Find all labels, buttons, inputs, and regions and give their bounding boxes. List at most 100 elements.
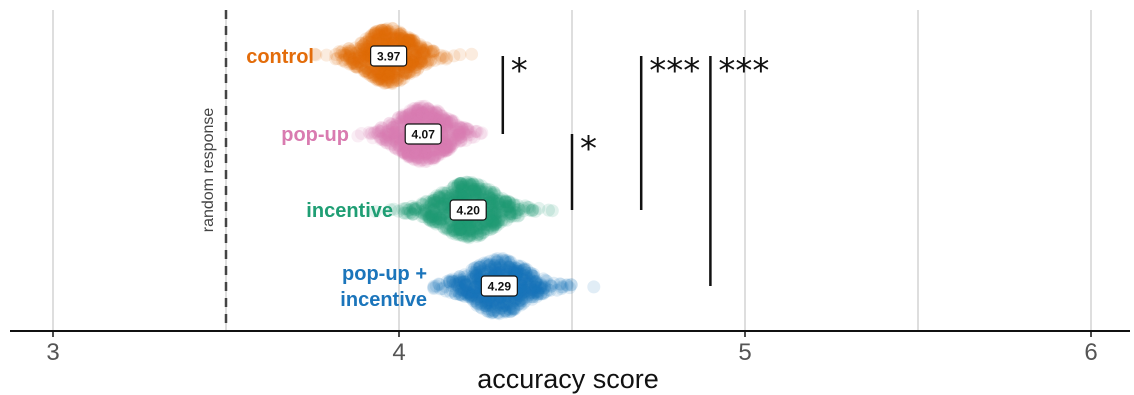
swarm-point <box>413 100 427 114</box>
swarm-point <box>398 66 412 80</box>
swarm-point <box>415 54 429 68</box>
swarm-point <box>431 104 445 118</box>
swarm-point <box>417 141 431 155</box>
swarm-point <box>409 109 423 123</box>
swarm-point <box>401 150 415 164</box>
swarm-point <box>381 65 395 79</box>
swarm-point <box>451 125 465 139</box>
swarm-point <box>420 42 434 56</box>
swarm-point <box>348 59 362 73</box>
swarm-point <box>406 57 420 70</box>
swarm-point <box>412 112 426 125</box>
swarm-point <box>421 142 435 156</box>
swarm-point <box>416 47 430 60</box>
significance-brackets: ***** *** <box>501 51 769 286</box>
swarm-point <box>372 72 386 86</box>
swarm-point <box>405 143 419 157</box>
swarm-point <box>446 127 460 140</box>
swarm-point <box>443 126 457 140</box>
swarm-point <box>400 144 414 158</box>
swarm-point <box>391 33 405 47</box>
swarm-point <box>343 51 357 65</box>
swarm-point <box>383 134 397 148</box>
swarm-point <box>426 46 440 60</box>
swarm-point <box>399 64 413 78</box>
swarm-point <box>434 48 448 62</box>
swarm-point <box>402 108 416 122</box>
swarm-point <box>344 43 357 57</box>
swarm-point <box>427 282 441 295</box>
swarm-point <box>362 125 376 139</box>
swarm-point <box>413 144 427 158</box>
swarm-point <box>385 31 399 45</box>
swarm-point <box>428 108 442 122</box>
swarm-point <box>405 55 419 69</box>
swarm-point <box>407 111 421 125</box>
swarm-point <box>382 65 396 79</box>
swarm-point <box>439 138 453 152</box>
swarm-point <box>421 103 435 116</box>
significance-label: *** <box>649 51 700 91</box>
swarm-point <box>418 142 432 156</box>
swarm-point <box>377 35 391 49</box>
swarm-point <box>367 28 381 42</box>
swarm-point <box>349 57 363 70</box>
swarm-point <box>415 143 428 157</box>
swarm-point <box>424 44 438 58</box>
x-tick-label: 3 <box>46 339 59 366</box>
swarm-point <box>320 48 333 62</box>
swarm-point <box>409 49 422 63</box>
swarm-point <box>374 70 387 84</box>
swarm-point <box>436 145 450 158</box>
swarm-point <box>387 66 401 79</box>
swarm-point <box>345 53 359 67</box>
swarm-point <box>447 49 461 63</box>
swarm-point <box>449 128 463 142</box>
swarm-point <box>383 129 396 143</box>
swarm-point <box>375 26 389 40</box>
swarm-point <box>380 73 394 86</box>
swarm-point <box>430 113 444 127</box>
swarm-point <box>587 280 601 294</box>
swarm-point <box>394 115 408 129</box>
swarm-point <box>468 281 482 295</box>
swarm-point <box>422 45 436 59</box>
swarm-point <box>419 108 433 122</box>
swarm-point <box>418 144 432 158</box>
swarm-point <box>353 49 367 63</box>
swarm-point <box>384 32 398 46</box>
swarm-point <box>355 40 369 53</box>
swarm-point <box>355 42 369 56</box>
swarm-point <box>329 48 343 61</box>
swarm-point <box>429 105 442 119</box>
swarm-point <box>407 33 421 47</box>
swarm-point <box>461 122 475 136</box>
swarm-point <box>375 123 389 137</box>
swarm-point <box>453 48 467 62</box>
swarm-point <box>418 54 432 68</box>
swarm-point <box>372 32 385 46</box>
swarm-point <box>406 37 420 51</box>
swarm-point <box>446 133 460 147</box>
swarm-point <box>368 67 382 81</box>
swarm-point <box>332 45 346 59</box>
swarm-point <box>397 110 411 124</box>
swarm-point <box>444 140 458 154</box>
swarm-point <box>432 106 446 120</box>
swarm-point <box>414 105 428 119</box>
swarm-point <box>406 146 420 159</box>
swarm-point <box>429 105 443 119</box>
swarm-point <box>454 133 468 147</box>
swarm-point <box>424 108 438 121</box>
swarm-point <box>422 151 436 165</box>
swarm-point <box>450 128 464 142</box>
swarm-point <box>439 112 453 125</box>
swarm-point <box>410 143 423 157</box>
swarm-point <box>348 57 362 71</box>
swarm-point <box>380 23 394 37</box>
swarm-point <box>402 148 416 162</box>
swarm-point <box>372 28 386 42</box>
swarm-point <box>403 36 417 50</box>
swarm-point <box>404 47 418 61</box>
swarm-point <box>393 74 407 88</box>
